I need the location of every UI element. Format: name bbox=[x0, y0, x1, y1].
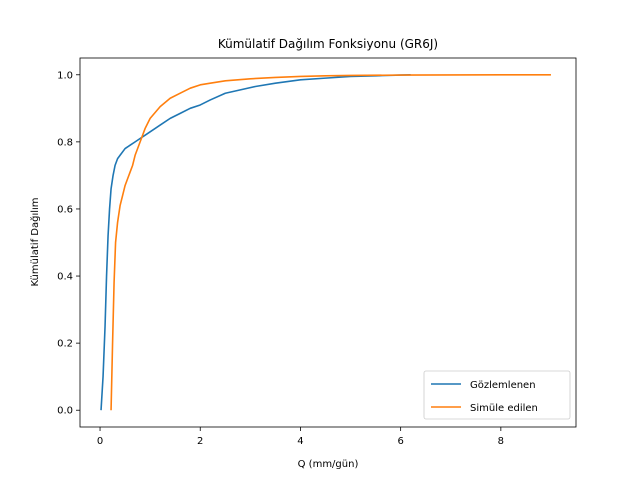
y-tick-label: 0.8 bbox=[57, 137, 73, 148]
x-axis: 0 2 4 6 8 bbox=[97, 427, 504, 447]
y-tick-label: 0.0 bbox=[57, 406, 73, 417]
chart-title: Kümülatif Dağılım Fonksiyonu (GR6J) bbox=[218, 37, 438, 51]
series-line-1 bbox=[110, 73, 551, 411]
y-tick-label: 1.0 bbox=[57, 70, 73, 81]
x-tick-label: 0 bbox=[97, 436, 103, 447]
axes-frame bbox=[79, 57, 577, 428]
x-tick-label: 6 bbox=[397, 436, 403, 447]
y-axis-label: Kümülatif Dağılım bbox=[29, 197, 41, 286]
legend-label-observed: Gözlemlenen bbox=[470, 380, 536, 391]
y-tick-label: 0.6 bbox=[57, 204, 73, 215]
x-axis-label: Q (mm/gün) bbox=[298, 459, 359, 470]
x-tick-label: 8 bbox=[498, 436, 504, 447]
x-tick-label: 2 bbox=[197, 436, 203, 447]
y-axis: 0.0 0.2 0.4 0.6 0.8 1.0 bbox=[57, 70, 80, 417]
y-tick-label: 0.4 bbox=[57, 272, 73, 283]
y-tick-label: 0.2 bbox=[57, 339, 73, 350]
legend-label-simulated: Simüle edilen bbox=[470, 403, 538, 414]
plot-area bbox=[79, 57, 577, 428]
series-line-0 bbox=[100, 73, 411, 411]
legend: Gözlemlenen Simüle edilen bbox=[423, 370, 571, 420]
x-tick-label: 4 bbox=[297, 436, 303, 447]
series-layer bbox=[100, 73, 551, 411]
